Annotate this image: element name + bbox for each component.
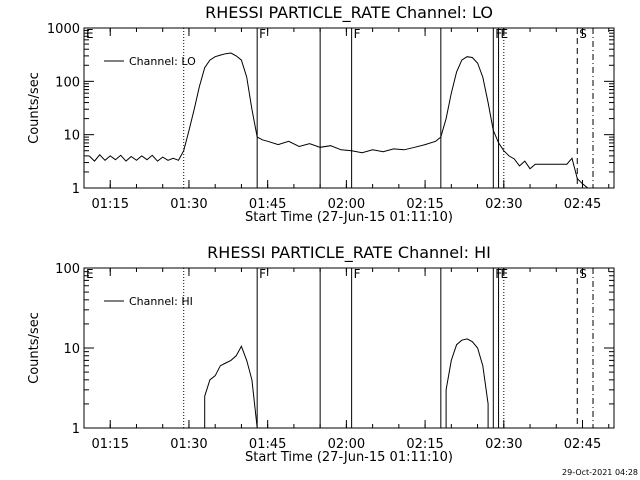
x-tick-label: 02:45 xyxy=(564,197,601,212)
legend-label: Channel: HI xyxy=(129,295,193,308)
marker-label: S xyxy=(579,267,587,281)
series-line xyxy=(204,345,258,429)
x-tick-label: 02:00 xyxy=(328,197,365,212)
y-tick-label: 1 xyxy=(72,182,80,197)
y-tick-label: 10 xyxy=(63,342,80,357)
x-tick-label: 02:30 xyxy=(485,197,522,212)
x-tick-label: 01:15 xyxy=(92,437,129,452)
series-line xyxy=(88,52,589,189)
marker-label: F xyxy=(259,267,266,281)
marker-label: E xyxy=(86,27,94,41)
x-axis-label: Start Time (27-Jun-15 01:11:10) xyxy=(245,450,453,465)
x-tick-label: 01:30 xyxy=(170,197,207,212)
x-tick-label: 02:45 xyxy=(564,437,601,452)
plot-frame xyxy=(83,27,615,189)
x-tick-label: 01:45 xyxy=(249,437,286,452)
x-tick-label: 01:30 xyxy=(170,437,207,452)
chart-panels: RHESSI PARTICLE_RATE Channel: LO 01:15 01:… xyxy=(27,3,615,465)
x-axis-label: Start Time (27-Jun-15 01:11:10) xyxy=(245,210,453,225)
footer-timestamp: 29-Oct-2021 04:28 xyxy=(562,468,638,477)
marker-label: E xyxy=(501,27,509,41)
y-tick-label: 10 xyxy=(63,129,80,144)
legend-label: Channel: LO xyxy=(129,55,196,68)
marker-label: S xyxy=(579,27,587,41)
series-line xyxy=(445,338,489,428)
x-tick-label: 02:15 xyxy=(406,197,443,212)
y-axis-label: Counts/sec xyxy=(27,72,42,144)
y-tick-label: 1000 xyxy=(47,22,80,37)
chart-panel-2: RHESSI PARTICLE_RATE Channel: HI 01:15 01:… xyxy=(27,243,615,465)
y-tick-label: 100 xyxy=(55,262,80,277)
y-tick-label: 100 xyxy=(55,75,80,90)
marker-label: F xyxy=(354,267,361,281)
marker-label: E xyxy=(86,267,94,281)
x-tick-label: 02:15 xyxy=(406,437,443,452)
chart-title: RHESSI PARTICLE_RATE Channel: HI xyxy=(207,243,491,263)
marker-label: F xyxy=(259,27,266,41)
marker-label: E xyxy=(501,267,509,281)
marker-label: F xyxy=(354,27,361,41)
chart-panel-1: RHESSI PARTICLE_RATE Channel: LO 01:15 01:… xyxy=(27,3,615,225)
y-axis-label: Counts/sec xyxy=(27,312,42,384)
chart-title: RHESSI PARTICLE_RATE Channel: LO xyxy=(205,3,493,23)
plot-frame xyxy=(83,267,615,429)
x-tick-label: 01:15 xyxy=(92,197,129,212)
x-tick-label: 01:45 xyxy=(249,197,286,212)
x-tick-label: 02:30 xyxy=(485,437,522,452)
y-tick-label: 1 xyxy=(72,422,80,437)
x-tick-label: 02:00 xyxy=(328,437,365,452)
